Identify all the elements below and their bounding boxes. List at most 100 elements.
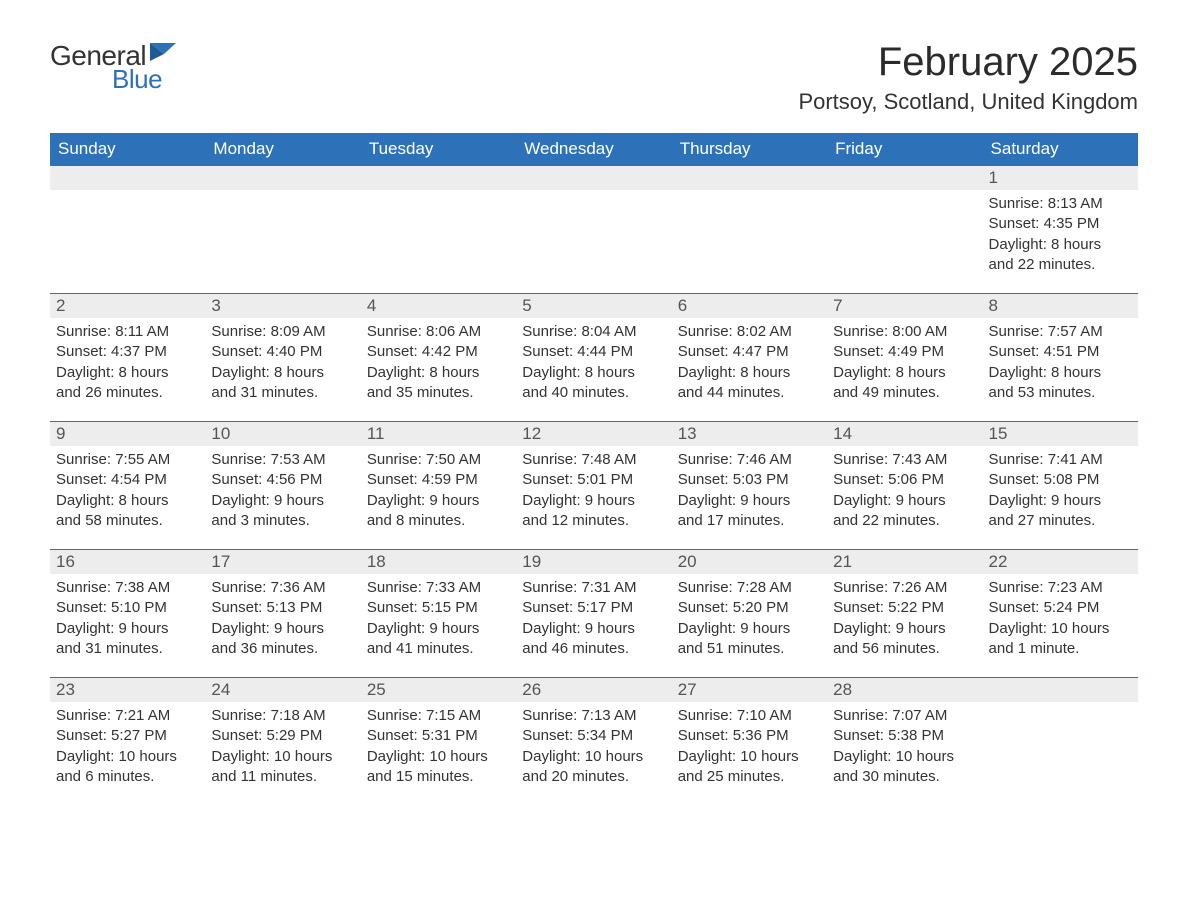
day-cell: 2Sunrise: 8:11 AMSunset: 4:37 PMDaylight… xyxy=(50,294,205,421)
day-header-cell: Saturday xyxy=(983,133,1138,165)
sunset-text: Sunset: 5:17 PM xyxy=(522,598,665,618)
dl1-text: Daylight: 8 hours xyxy=(522,363,665,383)
day-details: Sunrise: 8:09 AMSunset: 4:40 PMDaylight:… xyxy=(205,318,360,403)
day-details: Sunrise: 8:02 AMSunset: 4:47 PMDaylight:… xyxy=(672,318,827,403)
day-details: Sunrise: 7:36 AMSunset: 5:13 PMDaylight:… xyxy=(205,574,360,659)
day-number: 25 xyxy=(361,678,516,702)
day-number: 2 xyxy=(50,294,205,318)
day-details: Sunrise: 7:28 AMSunset: 5:20 PMDaylight:… xyxy=(672,574,827,659)
sunset-text: Sunset: 5:31 PM xyxy=(367,726,510,746)
sunrise-text: Sunrise: 7:46 AM xyxy=(678,450,821,470)
dl2-text: and 17 minutes. xyxy=(678,511,821,531)
sunrise-text: Sunrise: 8:13 AM xyxy=(989,194,1132,214)
day-details: Sunrise: 7:50 AMSunset: 4:59 PMDaylight:… xyxy=(361,446,516,531)
day-number: 1 xyxy=(983,166,1138,190)
title-block: February 2025 Portsoy, Scotland, United … xyxy=(798,40,1138,127)
day-details: Sunrise: 7:48 AMSunset: 5:01 PMDaylight:… xyxy=(516,446,671,531)
dl2-text: and 12 minutes. xyxy=(522,511,665,531)
dl1-text: Daylight: 8 hours xyxy=(56,363,199,383)
day-details: Sunrise: 8:04 AMSunset: 4:44 PMDaylight:… xyxy=(516,318,671,403)
day-details: Sunrise: 7:07 AMSunset: 5:38 PMDaylight:… xyxy=(827,702,982,787)
sunset-text: Sunset: 5:20 PM xyxy=(678,598,821,618)
sunrise-text: Sunrise: 8:04 AM xyxy=(522,322,665,342)
sunset-text: Sunset: 4:37 PM xyxy=(56,342,199,362)
dl1-text: Daylight: 8 hours xyxy=(833,363,976,383)
day-cell: 10Sunrise: 7:53 AMSunset: 4:56 PMDayligh… xyxy=(205,422,360,549)
day-cell: 12Sunrise: 7:48 AMSunset: 5:01 PMDayligh… xyxy=(516,422,671,549)
day-details: Sunrise: 7:46 AMSunset: 5:03 PMDaylight:… xyxy=(672,446,827,531)
day-number: 5 xyxy=(516,294,671,318)
dl2-text: and 51 minutes. xyxy=(678,639,821,659)
day-cell: 1Sunrise: 8:13 AMSunset: 4:35 PMDaylight… xyxy=(983,166,1138,293)
day-number xyxy=(361,166,516,190)
sunrise-text: Sunrise: 8:00 AM xyxy=(833,322,976,342)
day-cell: 25Sunrise: 7:15 AMSunset: 5:31 PMDayligh… xyxy=(361,678,516,805)
sunrise-text: Sunrise: 7:18 AM xyxy=(211,706,354,726)
day-number: 11 xyxy=(361,422,516,446)
dl2-text: and 40 minutes. xyxy=(522,383,665,403)
day-number: 7 xyxy=(827,294,982,318)
day-number: 9 xyxy=(50,422,205,446)
day-cell: 14Sunrise: 7:43 AMSunset: 5:06 PMDayligh… xyxy=(827,422,982,549)
day-details: Sunrise: 7:13 AMSunset: 5:34 PMDaylight:… xyxy=(516,702,671,787)
day-details: Sunrise: 7:18 AMSunset: 5:29 PMDaylight:… xyxy=(205,702,360,787)
day-number xyxy=(516,166,671,190)
sunrise-text: Sunrise: 7:38 AM xyxy=(56,578,199,598)
dl1-text: Daylight: 8 hours xyxy=(678,363,821,383)
week-row: 2Sunrise: 8:11 AMSunset: 4:37 PMDaylight… xyxy=(50,293,1138,421)
month-title: February 2025 xyxy=(798,40,1138,85)
sunset-text: Sunset: 5:08 PM xyxy=(989,470,1132,490)
day-details: Sunrise: 7:55 AMSunset: 4:54 PMDaylight:… xyxy=(50,446,205,531)
dl1-text: Daylight: 9 hours xyxy=(522,491,665,511)
sunrise-text: Sunrise: 7:10 AM xyxy=(678,706,821,726)
day-cell: 20Sunrise: 7:28 AMSunset: 5:20 PMDayligh… xyxy=(672,550,827,677)
sunrise-text: Sunrise: 7:43 AM xyxy=(833,450,976,470)
sunrise-text: Sunrise: 7:26 AM xyxy=(833,578,976,598)
day-header-cell: Sunday xyxy=(50,133,205,165)
dl2-text: and 22 minutes. xyxy=(833,511,976,531)
sunset-text: Sunset: 4:51 PM xyxy=(989,342,1132,362)
day-details: Sunrise: 7:21 AMSunset: 5:27 PMDaylight:… xyxy=(50,702,205,787)
day-number: 27 xyxy=(672,678,827,702)
day-cell: 4Sunrise: 8:06 AMSunset: 4:42 PMDaylight… xyxy=(361,294,516,421)
dl2-text: and 44 minutes. xyxy=(678,383,821,403)
sunset-text: Sunset: 4:47 PM xyxy=(678,342,821,362)
day-number: 12 xyxy=(516,422,671,446)
day-cell: 11Sunrise: 7:50 AMSunset: 4:59 PMDayligh… xyxy=(361,422,516,549)
dl2-text: and 30 minutes. xyxy=(833,767,976,787)
dl2-text: and 56 minutes. xyxy=(833,639,976,659)
sunrise-text: Sunrise: 7:28 AM xyxy=(678,578,821,598)
day-details: Sunrise: 7:53 AMSunset: 4:56 PMDaylight:… xyxy=(205,446,360,531)
day-cell: 16Sunrise: 7:38 AMSunset: 5:10 PMDayligh… xyxy=(50,550,205,677)
sunset-text: Sunset: 4:35 PM xyxy=(989,214,1132,234)
day-number xyxy=(827,166,982,190)
sunset-text: Sunset: 4:42 PM xyxy=(367,342,510,362)
dl1-text: Daylight: 8 hours xyxy=(211,363,354,383)
day-number xyxy=(983,678,1138,702)
sunset-text: Sunset: 4:40 PM xyxy=(211,342,354,362)
sunset-text: Sunset: 5:01 PM xyxy=(522,470,665,490)
dl1-text: Daylight: 9 hours xyxy=(56,619,199,639)
day-header-cell: Tuesday xyxy=(361,133,516,165)
sunset-text: Sunset: 4:54 PM xyxy=(56,470,199,490)
header-row: General Blue February 2025 Portsoy, Scot… xyxy=(50,40,1138,127)
day-details: Sunrise: 7:33 AMSunset: 5:15 PMDaylight:… xyxy=(361,574,516,659)
sunset-text: Sunset: 5:06 PM xyxy=(833,470,976,490)
day-number xyxy=(205,166,360,190)
dl1-text: Daylight: 9 hours xyxy=(833,619,976,639)
dl2-text: and 41 minutes. xyxy=(367,639,510,659)
day-details: Sunrise: 7:38 AMSunset: 5:10 PMDaylight:… xyxy=(50,574,205,659)
day-cell: 27Sunrise: 7:10 AMSunset: 5:36 PMDayligh… xyxy=(672,678,827,805)
sunrise-text: Sunrise: 8:06 AM xyxy=(367,322,510,342)
dl2-text: and 11 minutes. xyxy=(211,767,354,787)
day-number: 6 xyxy=(672,294,827,318)
day-number: 28 xyxy=(827,678,982,702)
dl2-text: and 6 minutes. xyxy=(56,767,199,787)
sunset-text: Sunset: 5:22 PM xyxy=(833,598,976,618)
weeks-container: 1 Sunrise: 8:13 AMSunset: 4:35 PM Daylight… xyxy=(50,165,1138,805)
day-number xyxy=(50,166,205,190)
day-cell: 22Sunrise: 7:23 AMSunset: 5:24 PMDayligh… xyxy=(983,550,1138,677)
sunrise-text: Sunrise: 7:31 AM xyxy=(522,578,665,598)
day-number: 16 xyxy=(50,550,205,574)
day-details: Sunrise: 8:11 AMSunset: 4:37 PMDaylight:… xyxy=(50,318,205,403)
